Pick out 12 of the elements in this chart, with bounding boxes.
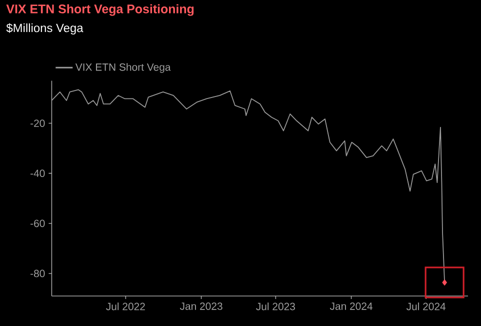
y-tick-label: -80 (30, 270, 45, 278)
y-tick-label: -60 (30, 220, 45, 228)
chart-title: VIX ETN Short Vega Positioning (6, 4, 194, 16)
legend-label: VIX ETN Short Vega (75, 63, 171, 73)
y-tick-label: -40 (30, 170, 45, 178)
x-tick-label: Jan 2024 (330, 302, 372, 310)
y-tick-label: -20 (30, 120, 45, 127)
x-tick-label: Jan 2023 (180, 302, 222, 310)
chart-subtitle: $Millions Vega (6, 23, 84, 35)
x-tick-label: Jul 2023 (256, 302, 295, 310)
x-tick-label: Jul 2022 (106, 302, 145, 310)
x-tick-label: Jul 2024 (406, 302, 446, 310)
